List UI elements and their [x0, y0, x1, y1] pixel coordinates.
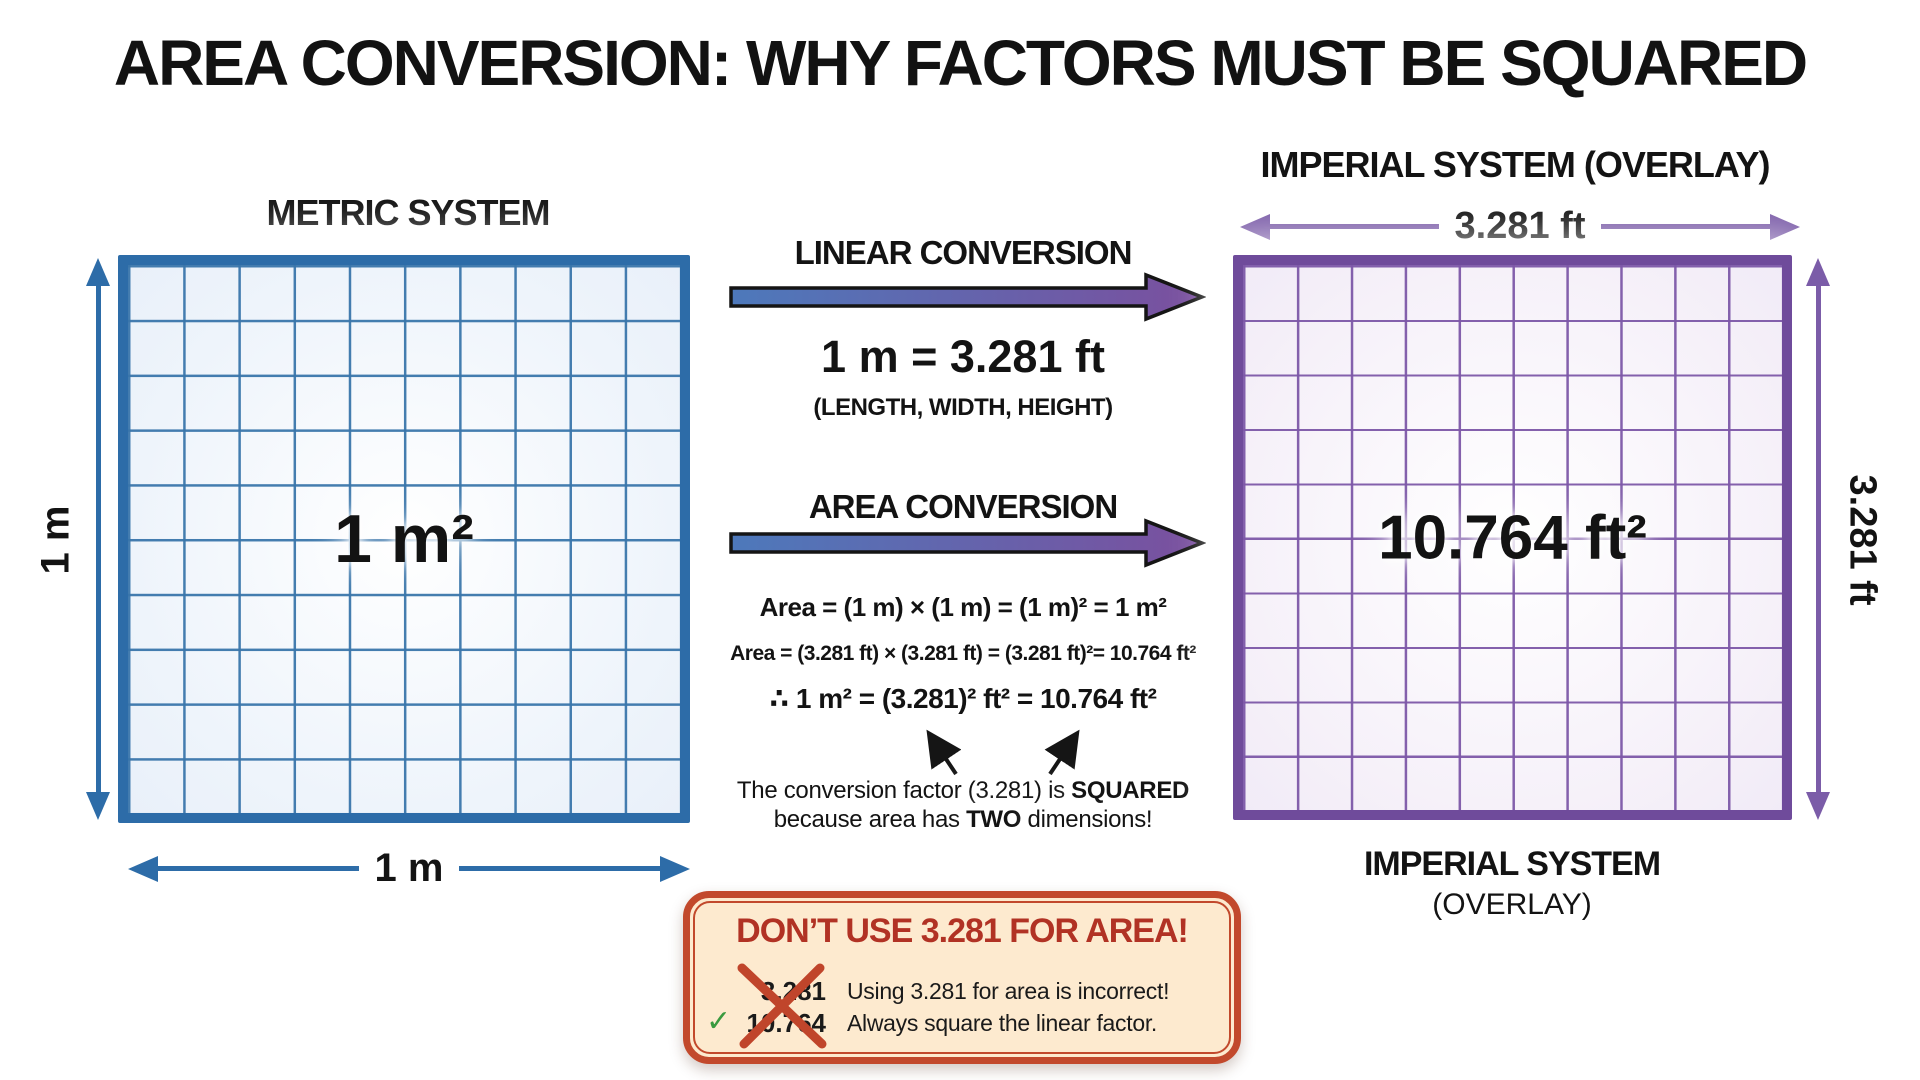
- metric-area-label: 1 m²: [334, 501, 474, 577]
- linear-conversion-heading: LINEAR CONVERSION: [794, 234, 1133, 271]
- arrow-shaft: [1815, 286, 1821, 792]
- page-title: AREA CONVERSION: WHY FACTORS MUST BE SQU…: [113, 27, 1808, 99]
- metric-width-arrow-icon: 1 m: [128, 846, 690, 891]
- imperial-system-header: IMPERIAL SYSTEM (OVERLAY): [1260, 144, 1770, 185]
- squared-note-line1-bold: SQUARED: [1071, 777, 1190, 804]
- imperial-grid: 10.764 ft²: [1233, 255, 1792, 820]
- arrow-right-head: [1770, 213, 1800, 240]
- linear-note: (LENGTH, WIDTH, HEIGHT): [813, 394, 1113, 421]
- annotation-arrow-right-icon: [1044, 729, 1080, 776]
- arrow-up-head: [1806, 258, 1830, 286]
- imperial-caption-line2: (OVERLAY): [1432, 888, 1592, 921]
- metric-height-arrow-icon: [86, 258, 110, 820]
- imperial-caption-line1: IMPERIAL SYSTEM: [1363, 845, 1661, 883]
- squared-note-line2-bold: TWO: [966, 806, 1022, 833]
- arrow-shaft: [1601, 224, 1770, 229]
- arrow-shaft: [95, 286, 101, 792]
- warning-right-text: Always square the linear factor.: [847, 1010, 1158, 1036]
- arrow-up-head: [86, 258, 110, 286]
- squared-note-line2-text1: because area has: [773, 806, 967, 833]
- linear-conversion-arrow-icon: [729, 272, 1206, 322]
- metric-grid-cells: [128, 265, 680, 813]
- linear-equation: 1 m = 3.281 ft: [821, 331, 1105, 382]
- check-icon: ✓: [706, 1005, 732, 1038]
- arrow-right-head: [660, 855, 690, 882]
- arrow-left-head: [1240, 213, 1270, 240]
- warning-wrong-text: Using 3.281 for area is incorrect!: [847, 978, 1170, 1004]
- metric-width-label: 1 m: [374, 846, 444, 890]
- arrow-shaft: [459, 866, 660, 871]
- area-equation-metric: Area = (1 m) × (1 m) = (1 m)² = 1 m²: [759, 592, 1167, 622]
- imperial-grid-cells: [1243, 265, 1782, 810]
- squared-note-line2-text2: dimensions!: [1021, 806, 1153, 833]
- metric-system-label: METRIC SYSTEM: [266, 192, 550, 233]
- squared-note-line1-text: The conversion factor (3.281) is: [736, 777, 1072, 804]
- arrow-shaft: [158, 866, 359, 871]
- imperial-width-label: 3.281 ft: [1454, 205, 1586, 247]
- arrow-left-head: [128, 855, 158, 882]
- metric-height-label: 1 m: [33, 505, 78, 575]
- area-equation-conclusion: ∴ 1 m² = (3.281)² ft² = 10.764 ft²: [769, 683, 1157, 714]
- arrow-down-head: [86, 792, 110, 820]
- annotation-arrow-left-icon: [926, 729, 962, 776]
- warning-box: DON’T USE 3.281 FOR AREA! 3.281 Using 3.…: [683, 891, 1241, 1064]
- imperial-width-arrow-icon: 3.281 ft: [1240, 205, 1800, 248]
- arrow-shaft: [1270, 224, 1439, 229]
- area-conversion-heading: AREA CONVERSION: [808, 488, 1118, 525]
- metric-grid: 1 m²: [118, 255, 690, 823]
- imperial-height-label: 3.281 ft: [1841, 474, 1884, 606]
- area-equation-imperial: Area = (3.281 ft) × (3.281 ft) = (3.281 …: [730, 642, 1196, 665]
- arrow-down-head: [1806, 792, 1830, 820]
- warning-title: DON’T USE 3.281 FOR AREA!: [736, 912, 1189, 950]
- squared-note-line2: because area has TWO dimensions!: [774, 806, 1153, 834]
- imperial-area-label: 10.764 ft²: [1378, 503, 1647, 572]
- area-conversion-arrow-icon: [729, 518, 1206, 568]
- imperial-height-arrow-icon: [1806, 258, 1830, 820]
- red-x-icon: [737, 963, 827, 1049]
- squared-note-line1: The conversion factor (3.281) is SQUARED: [737, 777, 1189, 805]
